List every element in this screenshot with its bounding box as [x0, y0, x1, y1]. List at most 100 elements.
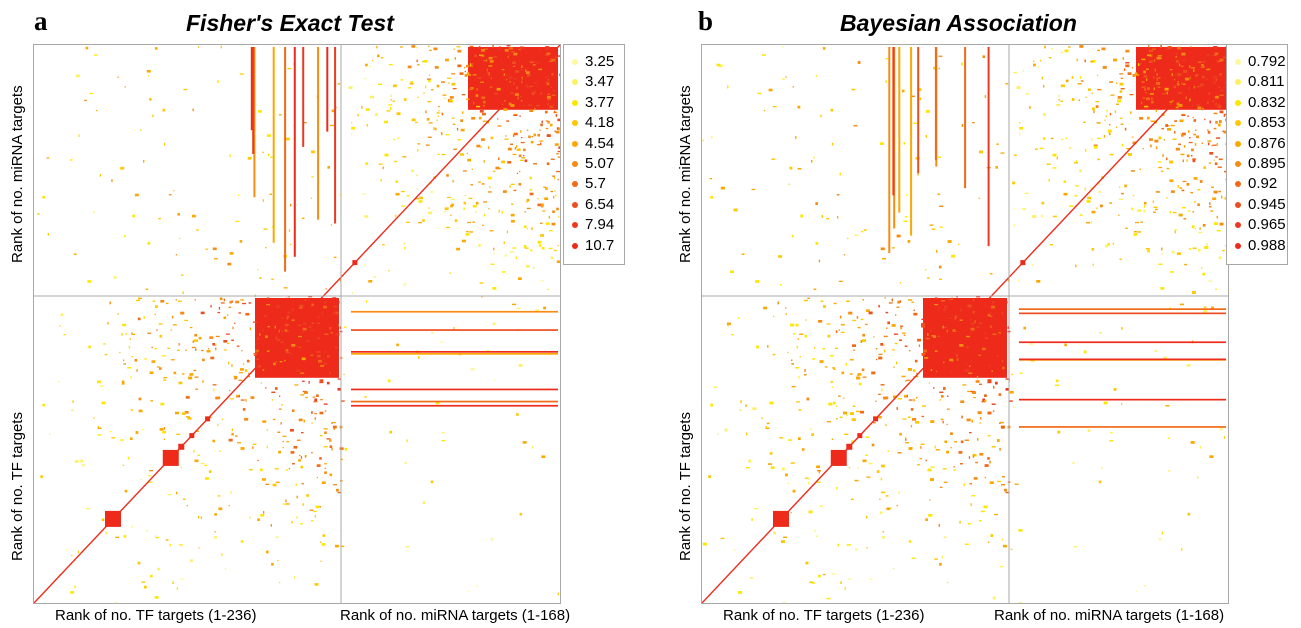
- heatmap-cell: [925, 110, 930, 113]
- heatmap-cell: [1143, 201, 1147, 205]
- heatmap-cell: [279, 341, 284, 343]
- heatmap-cell: [908, 540, 912, 543]
- heatmap-cell: [552, 175, 555, 177]
- heatmap-cell: [1119, 73, 1124, 75]
- heatmap-cell: [134, 359, 138, 362]
- heatmap-cell: [411, 169, 414, 173]
- heatmap-cell: [165, 539, 169, 541]
- heatmap-cell: [869, 578, 872, 580]
- heatmap-cell: [1001, 311, 1004, 315]
- heatmap-cell: [852, 319, 857, 322]
- heatmap-cell: [195, 430, 200, 432]
- heatmap-cell: [939, 486, 943, 488]
- heatmap-cell: [180, 467, 183, 469]
- heatmap-cell: [287, 311, 291, 315]
- heatmap-cell: [984, 95, 987, 98]
- heatmap-cell: [219, 450, 221, 452]
- heatmap-cell: [441, 112, 443, 114]
- legend-label: 0.853: [1248, 114, 1286, 132]
- heatmap-cell: [1023, 326, 1026, 330]
- heatmap-cell: [540, 234, 544, 237]
- heatmap-cell: [1207, 129, 1209, 131]
- heatmap-cell: [836, 405, 838, 407]
- heatmap-cell: [913, 122, 917, 124]
- heatmap-cell: [809, 581, 814, 583]
- heatmap-cell: [1040, 214, 1044, 218]
- heatmap-cell: [1193, 85, 1195, 89]
- heatmap-cell: [875, 348, 878, 350]
- heatmap-cell: [966, 418, 971, 422]
- heatmap-cell: [507, 147, 512, 151]
- heatmap-cell: [1003, 544, 1007, 548]
- heatmap-cell: [822, 348, 826, 350]
- heatmap-cell: [237, 442, 241, 444]
- heatmap-cell: [212, 439, 215, 443]
- heatmap-cell: [969, 318, 972, 321]
- heatmap-cell: [550, 256, 554, 260]
- heatmap-cell: [930, 466, 935, 468]
- heatmap-cell: [479, 146, 483, 148]
- heatmap-cell: [481, 96, 486, 99]
- heatmap-cell: [298, 324, 301, 326]
- heatmap-cell: [240, 368, 244, 371]
- heatmap-cell: [140, 129, 142, 131]
- heatmap-cell: [200, 462, 205, 465]
- heatmap-cell: [334, 311, 339, 315]
- heatmap-cell: [1004, 488, 1007, 492]
- heatmap-cell: [204, 464, 207, 467]
- heatmap-cell: [1219, 120, 1222, 123]
- heatmap-cell: [1048, 179, 1050, 182]
- heatmap-cell: [452, 88, 457, 90]
- heatmap-cell: [836, 486, 838, 490]
- heatmap-cell: [1163, 139, 1165, 141]
- heatmap-cell: [972, 455, 975, 458]
- heatmap-cell: [271, 391, 276, 393]
- heatmap-cell: [308, 326, 312, 328]
- heatmap-cell: [977, 438, 979, 441]
- heatmap-cell: [524, 159, 528, 163]
- heatmap-cell: [1215, 79, 1218, 81]
- heatmap-cell: [1043, 113, 1046, 116]
- heatmap-cell: [550, 103, 554, 105]
- heatmap-cell: [479, 54, 483, 56]
- heatmap-cell: [857, 373, 862, 376]
- y-axis-label-bottom: Rank of no. TF targets: [9, 412, 26, 561]
- heatmap-cell: [968, 523, 971, 525]
- heatmap-cell: [194, 333, 197, 337]
- heatmap-cell: [1146, 68, 1149, 70]
- heatmap-cell: [272, 47, 275, 243]
- heatmap-cell: [938, 67, 940, 70]
- heatmap-cell: [223, 298, 225, 302]
- heatmap-cell: [1187, 512, 1191, 516]
- heatmap-cell: [1223, 56, 1226, 59]
- heatmap-cell: [230, 491, 232, 494]
- heatmap-cell: [1109, 440, 1114, 442]
- heatmap-cell: [1179, 119, 1184, 123]
- heatmap-cell: [1005, 491, 1010, 494]
- heatmap-cell: [245, 398, 247, 402]
- heatmap-cell: [960, 463, 963, 465]
- heatmap-cell: [880, 247, 885, 251]
- heatmap-cell: [388, 64, 393, 66]
- heatmap-cell: [797, 338, 799, 340]
- heatmap-cell: [969, 483, 972, 485]
- heatmap-cell: [1143, 209, 1146, 212]
- heatmap-cell: [953, 466, 955, 468]
- heatmap-cell: [921, 353, 926, 355]
- heatmap-cell: [323, 305, 327, 309]
- heatmap-cell: [961, 62, 963, 66]
- heatmap-cell: [1203, 306, 1207, 308]
- heatmap-cell: [231, 364, 233, 367]
- heatmap-cell: [526, 86, 530, 89]
- heatmap-cell: [344, 326, 347, 328]
- heatmap-cell: [1154, 68, 1156, 72]
- heatmap-cell: [196, 229, 199, 231]
- heatmap-cell: [1001, 360, 1004, 362]
- heatmap-cell: [238, 194, 240, 196]
- heatmap-cell: [1181, 548, 1183, 551]
- heatmap-cell: [1177, 185, 1179, 188]
- heatmap-cell: [365, 108, 370, 111]
- heatmap-cell: [1098, 89, 1102, 91]
- heatmap-cell: [238, 379, 243, 381]
- heatmap-cell: [954, 441, 957, 443]
